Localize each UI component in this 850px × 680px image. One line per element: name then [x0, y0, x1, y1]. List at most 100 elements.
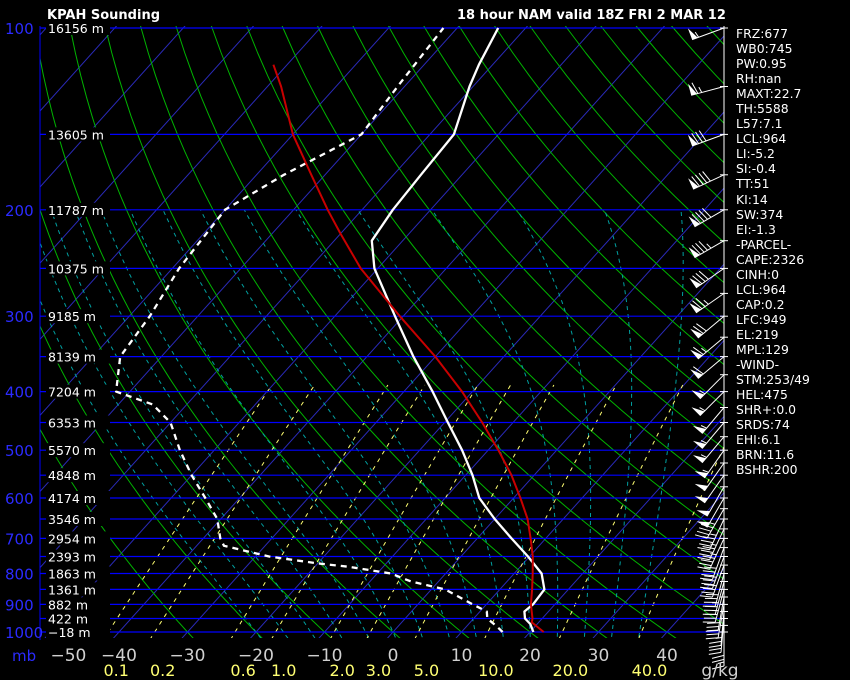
moist-adiabat-line	[129, 209, 397, 638]
height-label-bg	[46, 415, 110, 430]
index-item: RH:nan	[736, 71, 782, 87]
isotherm-line	[455, 339, 724, 638]
wind-barb-flag	[690, 349, 703, 359]
dry-adiabat-line	[458, 26, 724, 325]
wind-barb-feather	[702, 536, 715, 540]
index-item: L57:7.1	[736, 116, 783, 132]
index-item: -WIND-	[736, 357, 780, 373]
isotherm-line	[249, 111, 724, 638]
wind-barb-feather	[708, 651, 722, 655]
wind-barb-shaft	[699, 374, 725, 400]
pressure-label: 300	[5, 308, 34, 326]
height-label-bg	[46, 349, 110, 364]
wind-barb-feather	[691, 214, 701, 224]
height-label-bg	[46, 531, 110, 546]
wind-barb-flag	[688, 247, 700, 258]
wind-barb-shaft	[692, 174, 725, 190]
wind-barb-shaft	[704, 474, 725, 504]
wind-barb-shaft	[691, 133, 725, 147]
height-label: 5570 m	[48, 443, 96, 458]
index-item: -PARCEL-	[736, 236, 792, 252]
wind-barb-feather	[702, 171, 711, 182]
wind-barb-feather	[701, 574, 714, 577]
wind-barb-half-feather	[717, 661, 725, 664]
wind-barb-shaft	[699, 391, 725, 417]
wind-barb-half-feather	[694, 31, 700, 38]
temperature-tick-label: −20	[238, 646, 274, 666]
index-item: TT:51	[736, 176, 770, 192]
moist-adiabat-line	[162, 209, 424, 638]
index-item: CINH:0	[736, 266, 779, 282]
isotherm-line	[181, 35, 724, 638]
moist-adiabat-line	[100, 209, 370, 638]
isotherm-line	[40, 26, 460, 493]
height-label-bg	[46, 491, 110, 506]
wind-barb-feather	[702, 587, 716, 591]
wind-barb-half-feather	[710, 533, 717, 536]
height-label-bg	[46, 625, 110, 639]
wind-barb-feather	[700, 523, 714, 529]
wind-barb-shaft	[709, 528, 725, 560]
wind-barb-flag	[689, 303, 702, 313]
height-label: 6353 m	[48, 416, 96, 431]
station-title: KPAH Sounding	[47, 8, 161, 23]
isotherm-line	[318, 187, 724, 638]
wind-barb-feather	[711, 658, 725, 663]
mixing-ratio-label: 1.0	[271, 661, 296, 680]
isotherm-line	[40, 26, 118, 112]
wind-barb-feather	[698, 210, 708, 220]
wind-barb-feather	[696, 323, 707, 332]
wind-barb-flag	[690, 328, 703, 338]
wind-barb-feather	[700, 577, 713, 581]
moist-adiabat-line	[516, 209, 592, 638]
index-item: FRZ:677	[736, 26, 789, 41]
height-label: 3546 m	[48, 512, 96, 527]
wind-barb-feather	[706, 626, 719, 628]
index-item: EI:-1.3	[736, 221, 776, 237]
height-label-bg	[46, 384, 110, 399]
wind-barb-feather	[702, 555, 715, 559]
temperature-tick-label: −30	[170, 646, 206, 666]
wind-barb-flag	[691, 407, 705, 416]
height-label: 422 m	[48, 612, 88, 627]
temperature-tick-label: 30	[588, 646, 610, 666]
index-item: LCL:964	[736, 131, 787, 147]
temperature-tick-label: −40	[101, 646, 137, 666]
mixing-ratio-line	[103, 384, 273, 638]
wind-barb-half-feather	[698, 86, 703, 93]
wind-barb-feather	[708, 644, 722, 648]
wind-barb-feather	[698, 130, 707, 142]
wind-barb-feather	[704, 584, 717, 587]
index-item: TH:5588	[736, 101, 789, 117]
index-item: LI:-5.2	[736, 146, 775, 162]
wind-barb-feather	[698, 527, 712, 532]
height-label: 16156 m	[48, 21, 104, 36]
isotherm-line	[386, 263, 724, 638]
wind-barb-feather	[700, 539, 714, 544]
wind-barb-feather	[695, 174, 704, 185]
height-label: 4848 m	[48, 468, 96, 483]
pressure-label: 600	[5, 490, 34, 508]
wind-barb-shaft	[720, 611, 725, 646]
wind-barb-feather	[699, 553, 712, 557]
isotherm-line	[40, 26, 255, 264]
index-item: EL:219	[736, 326, 779, 342]
wind-barb-shaft	[717, 604, 725, 638]
height-label: −18 m	[48, 625, 91, 640]
moist-adiabat-line	[74, 209, 343, 638]
wind-barb-feather	[700, 586, 713, 589]
wind-barb-flag	[691, 390, 705, 399]
height-label-bg	[46, 261, 110, 276]
wind-barb-feather	[698, 240, 708, 251]
wind-barb-feather	[697, 547, 710, 551]
mixing-ratio-label: 5.0	[414, 661, 439, 680]
mixing-ratio-label: 2.0	[329, 661, 354, 680]
mixing-ratio-line	[366, 384, 512, 638]
wind-barb-feather	[697, 556, 710, 561]
wind-barb-feather	[701, 591, 714, 594]
wind-barb-feather	[692, 275, 703, 285]
wind-barb-half-feather	[715, 637, 722, 639]
height-label: 11787 m	[48, 203, 104, 218]
wind-barb-feather	[695, 131, 703, 143]
